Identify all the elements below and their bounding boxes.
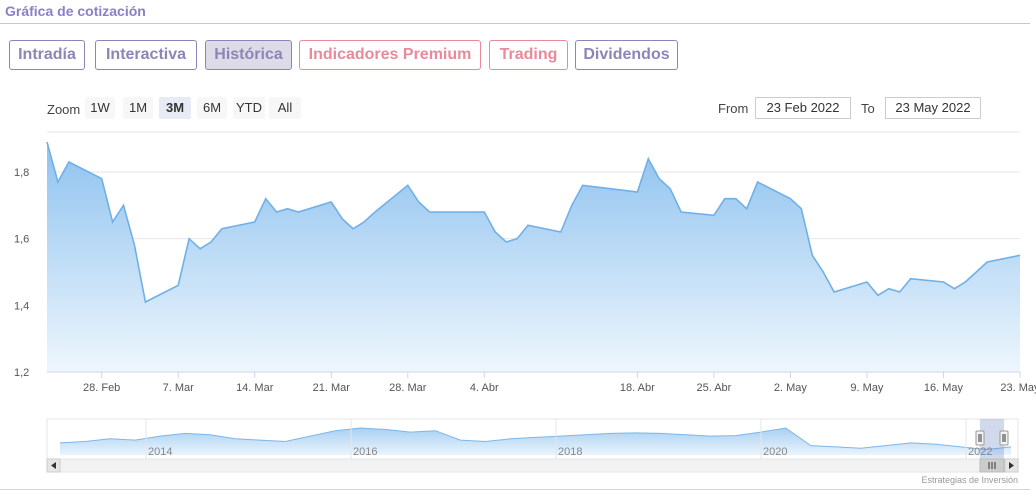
y-tick-label: 1,4	[14, 300, 29, 312]
tab-indicadores-premium[interactable]: Indicadores Premium	[299, 40, 481, 70]
scroll-left-arrow-icon	[51, 462, 56, 469]
zoom-all-button[interactable]: All	[269, 97, 301, 119]
tab-historica[interactable]: Histórica	[205, 40, 292, 70]
zoom-1m-button[interactable]: 1M	[123, 97, 153, 119]
navigator-handle	[975, 430, 985, 446]
navigator-area	[60, 428, 1011, 455]
y-tick-label: 1,6	[14, 234, 29, 246]
y-tick-label: 1,2	[14, 367, 29, 379]
zoom-ytd-button[interactable]: YTD	[233, 97, 265, 119]
navigator-year-label: 2018	[558, 446, 582, 458]
y-tick-label: 1,8	[14, 167, 29, 179]
x-tick-label: 28. Mar	[389, 382, 427, 394]
page-title: Gráfica de cotización	[5, 3, 146, 19]
tab-intradia[interactable]: Intradía	[9, 40, 85, 70]
navigator-handle	[999, 430, 1009, 446]
title-divider	[0, 23, 1030, 24]
scrollbar-track	[46, 458, 1019, 473]
x-tick-label: 25. Abr	[696, 382, 731, 394]
scroll-right-arrow-icon	[1009, 462, 1014, 469]
x-tick-label: 2. May	[774, 382, 808, 394]
x-tick-label: 7. Mar	[163, 382, 195, 394]
tab-dividendos[interactable]: Dividendos	[575, 40, 678, 70]
x-tick-label: 16. May	[924, 382, 964, 394]
tab-trading[interactable]: Trading	[489, 40, 568, 70]
zoom-3m-button[interactable]: 3M	[159, 97, 191, 119]
x-tick-label: 14. Mar	[236, 382, 274, 394]
to-date-input[interactable]: 23 May 2022	[885, 97, 981, 119]
x-tick-label: 21. Mar	[313, 382, 351, 394]
x-tick-label: 4. Abr	[470, 382, 499, 394]
from-label: From	[718, 101, 749, 116]
navigator-year-label: 2016	[353, 446, 377, 458]
footer-divider	[0, 489, 1030, 490]
navigator-year-label: 2022	[968, 446, 992, 458]
to-label: To	[861, 101, 875, 116]
price-area	[47, 142, 1020, 372]
chart-credits: Estrategias de Inversión	[921, 475, 1018, 485]
x-tick-label: 23. May	[1000, 382, 1036, 394]
tab-interactiva[interactable]: Interactiva	[95, 40, 197, 70]
from-date-input[interactable]: 23 Feb 2022	[755, 97, 851, 119]
zoom-label: Zoom	[47, 102, 81, 117]
navigator-year-label: 2014	[148, 446, 172, 458]
x-tick-label: 28. Feb	[83, 382, 120, 394]
zoom-6m-button[interactable]: 6M	[197, 97, 227, 119]
navigator-line	[59, 427, 1012, 451]
navigator-year-label: 2020	[763, 446, 787, 458]
price-line	[46, 141, 1021, 304]
x-tick-label: 18. Abr	[620, 382, 655, 394]
zoom-1w-button[interactable]: 1W	[85, 97, 115, 119]
x-tick-label: 9. May	[850, 382, 884, 394]
